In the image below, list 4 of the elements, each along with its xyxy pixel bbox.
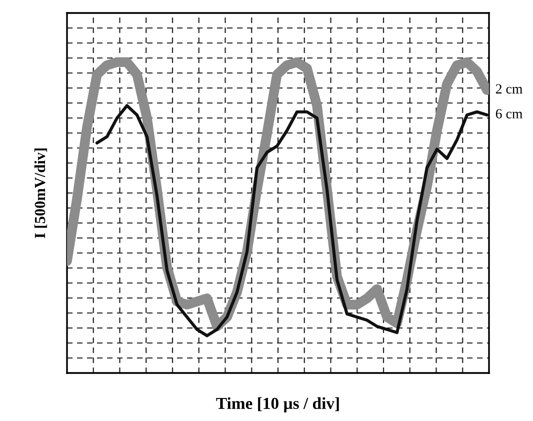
- series-label: 6 cm: [496, 109, 522, 118]
- series-label: 2 cm: [496, 84, 522, 94]
- y-axis-title: I [500mV/div]: [34, 148, 48, 238]
- x-axis-title: Time [10 µs / div]: [216, 397, 339, 412]
